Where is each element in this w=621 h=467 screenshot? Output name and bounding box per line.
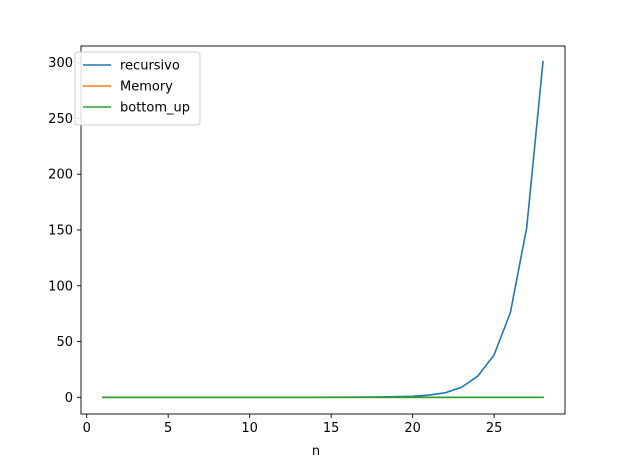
x-tick-label: 0 [83,421,91,436]
y-tick-label: 100 [48,279,73,294]
y-tick-label: 250 [48,112,73,127]
legend-label-recursivo: recursivo [120,59,180,74]
y-tick-label: 300 [48,56,73,71]
x-tick-label: 10 [241,421,258,436]
y-tick-label: 200 [48,168,73,183]
x-tick-label: 20 [404,421,421,436]
y-tick-label: 0 [65,391,73,406]
y-tick-label: 150 [48,224,73,239]
legend-label-Memory: Memory [120,80,173,95]
x-tick-label: 5 [164,421,172,436]
legend-label-bottom_up: bottom_up [120,101,190,116]
x-axis-label: n [312,444,320,459]
x-tick-label: 15 [323,421,340,436]
y-tick-label: 50 [56,335,73,350]
legend: recursivo Memory bottom_up [75,52,200,125]
x-tick-label: 25 [486,421,503,436]
